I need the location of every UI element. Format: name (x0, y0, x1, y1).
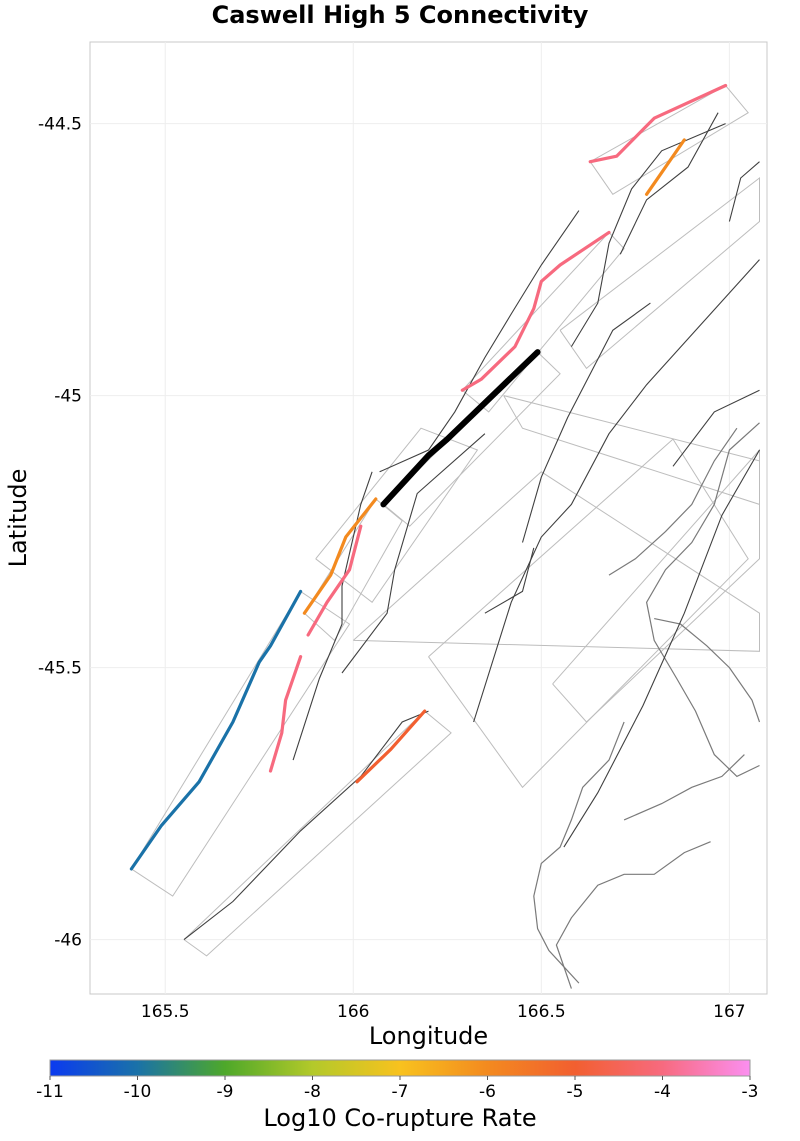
connected-section (268, 655, 303, 773)
fault-trace (570, 123, 726, 347)
fault-outline (559, 176, 760, 370)
x-tick-label: 165.5 (141, 1002, 190, 1022)
x-axis-label: Longitude (368, 1022, 489, 1050)
coastline (645, 422, 760, 778)
colorbar-label: Log10 Co-rupture Rate (263, 1104, 537, 1132)
colorbar-tick-label: -10 (124, 1082, 152, 1102)
fault-trace (521, 302, 651, 543)
colorbar-tick-label: -8 (304, 1082, 321, 1102)
gridlines (90, 42, 767, 994)
fault-outline (589, 84, 749, 195)
fault-trace (563, 449, 760, 848)
connected-section (588, 83, 728, 164)
fault-trace (292, 471, 373, 761)
coastline (608, 427, 738, 576)
fault-outline (552, 448, 760, 723)
plot-area (89, 41, 768, 995)
connected-section (302, 497, 378, 615)
fault-trace (379, 210, 580, 473)
target-section-group (380, 349, 541, 508)
fault-traces (183, 112, 760, 941)
y-tick-label: -46 (54, 931, 82, 951)
fault-outline (315, 427, 479, 604)
colorbar-tick-label: -5 (567, 1082, 584, 1102)
y-axis-label: Latitude (4, 468, 32, 568)
y-tick-label: -44.5 (38, 115, 82, 135)
x-axis-ticks: 165.5 166 166.5 167 (141, 1002, 746, 1022)
colorbar-tick-label: -4 (654, 1082, 671, 1102)
target-section (380, 349, 541, 508)
connected-section (129, 589, 303, 871)
fault-outline (183, 710, 452, 957)
connected-section (460, 230, 611, 392)
colorbar-tick-label: -7 (392, 1082, 409, 1102)
y-axis-ticks: -44.5 -45 -45.5 -46 (38, 115, 82, 951)
coastline (533, 721, 625, 984)
chart-title: Caswell High 5 Connectivity (211, 1, 589, 29)
fault-trace (728, 161, 760, 222)
coastline (555, 841, 711, 989)
colorbar-tick-label: -6 (479, 1082, 496, 1102)
fault-trace (672, 389, 760, 467)
fault-trace (473, 259, 760, 723)
fault-trace (341, 433, 486, 674)
colorbar-tick-label: -9 (217, 1082, 234, 1102)
y-tick-label: -45 (54, 387, 82, 407)
coastline (654, 618, 761, 723)
connected-section (644, 138, 686, 196)
x-tick-label: 167 (713, 1002, 745, 1022)
colorbar (49, 1059, 751, 1077)
fault-outline (303, 498, 403, 642)
fault-trace (183, 710, 429, 941)
coastlines (533, 422, 761, 989)
colorbar-ticks: -11 -10 -9 -8 -7 -6 -5 -4 -3 (36, 1076, 758, 1102)
y-tick-label: -45.5 (38, 659, 82, 679)
fault-outline (352, 471, 760, 652)
x-tick-label: 166.5 (517, 1002, 566, 1022)
connected-sections (129, 83, 728, 871)
colorbar-tick-label: -11 (36, 1082, 64, 1102)
fault-outline (130, 590, 351, 897)
x-tick-label: 166 (337, 1002, 369, 1022)
colorbar-tick-label: -3 (742, 1082, 759, 1102)
connected-section (306, 524, 363, 637)
fault-outline (428, 438, 749, 789)
fault-trace (619, 112, 719, 255)
connected-section (355, 709, 427, 784)
fault-trace (484, 547, 535, 614)
coastline (623, 754, 745, 821)
